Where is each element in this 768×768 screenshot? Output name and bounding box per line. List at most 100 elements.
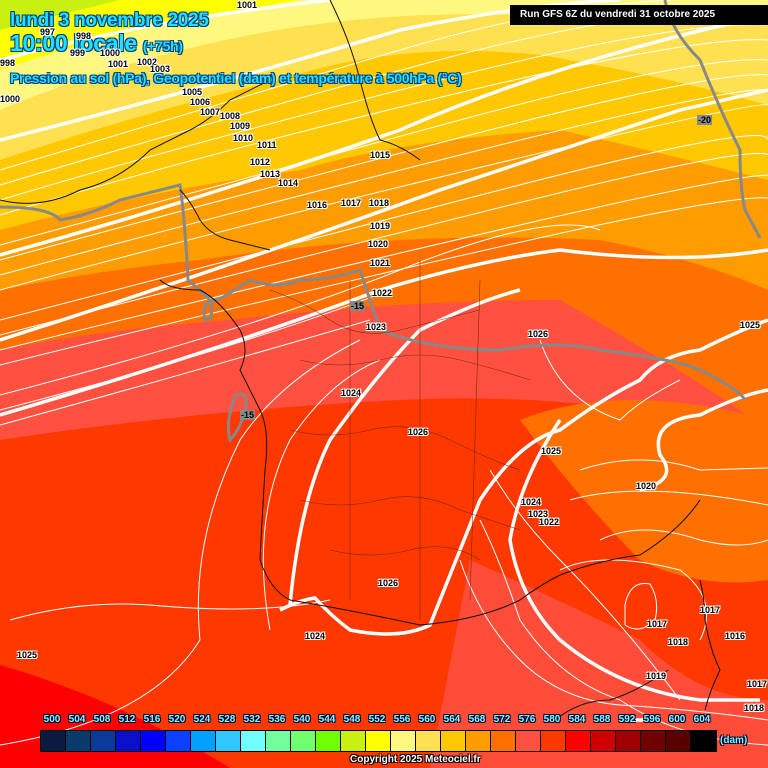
legend-tick: 588 — [593, 714, 611, 725]
forecast-date: lundi 3 novembre 2025 — [10, 10, 209, 31]
legend-swatch — [591, 731, 616, 751]
legend-tick: 552 — [368, 714, 386, 725]
legend-swatch — [91, 731, 116, 751]
legend-swatch — [116, 731, 141, 751]
pressure-label: 1001 — [237, 0, 258, 10]
legend-tick: 512 — [118, 714, 136, 725]
pressure-label: 1011 — [257, 140, 277, 150]
pressure-label: 1017 — [747, 679, 768, 689]
pressure-label: 1024 — [341, 388, 362, 398]
legend-swatch — [216, 731, 241, 751]
legend-tick: 524 — [193, 714, 211, 725]
legend-color-bar — [40, 730, 717, 752]
pressure-label: 1001 — [108, 59, 129, 69]
legend-swatch — [616, 731, 641, 751]
pressure-label: 1026 — [378, 578, 399, 588]
legend-tick: 568 — [468, 714, 486, 725]
pressure-label: 1017 — [700, 605, 721, 615]
pressure-label: 1018 — [744, 703, 765, 713]
legend-tick: 604 — [693, 714, 711, 725]
pressure-label: 1020 — [636, 481, 657, 491]
pressure-label: 1003 — [150, 64, 171, 74]
legend-swatch — [141, 731, 166, 751]
legend-tick: 516 — [143, 714, 161, 725]
legend-swatch — [491, 731, 516, 751]
legend-tick: 596 — [643, 714, 661, 725]
pressure-label: 1025 — [740, 320, 761, 330]
legend-swatch — [291, 731, 316, 751]
temperature-label: -15 — [350, 301, 366, 311]
pressure-label: 1008 — [220, 111, 241, 121]
pressure-label: 998 — [0, 58, 16, 68]
temperature-label: -15 — [240, 410, 256, 420]
pressure-label: 1026 — [408, 427, 429, 437]
legend-swatch — [666, 731, 691, 751]
pressure-label: 1023 — [366, 322, 387, 332]
legend-tick: 536 — [268, 714, 286, 725]
legend-tick: 504 — [68, 714, 86, 725]
legend-tick: 528 — [218, 714, 236, 725]
forecast-time: 10:00 locale (+75h) — [10, 30, 183, 57]
legend-unit: (dam) — [720, 735, 748, 746]
pressure-label: 1021 — [370, 258, 391, 268]
legend-tick: 576 — [518, 714, 536, 725]
pressure-label: 1012 — [250, 157, 271, 167]
pressure-label: 1020 — [368, 239, 389, 249]
legend-tick: 520 — [168, 714, 186, 725]
pressure-label: 1017 — [341, 198, 362, 208]
legend-tick-labels: 500 504 508 512 516 520 524 528 532 536 540 544 548 5… — [40, 714, 740, 728]
pressure-label: 1006 — [190, 97, 211, 107]
pressure-label: 1005 — [182, 87, 203, 97]
legend-tick: 540 — [293, 714, 311, 725]
legend-tick: 600 — [668, 714, 686, 725]
legend-swatch — [316, 731, 341, 751]
legend-tick: 592 — [618, 714, 636, 725]
legend-swatch — [516, 731, 541, 751]
legend-swatch — [266, 731, 291, 751]
pressure-label: 1022 — [372, 288, 393, 298]
legend-swatch — [366, 731, 391, 751]
pressure-label: 1013 — [260, 169, 281, 179]
pressure-label: 1016 — [307, 200, 328, 210]
legend-tick: 500 — [43, 714, 61, 725]
pressure-label: 1015 — [370, 150, 391, 160]
forecast-local-time: 10:00 locale — [10, 30, 137, 56]
legend-swatch — [166, 731, 191, 751]
pressure-label: 1024 — [305, 631, 326, 641]
pressure-label: 1009 — [230, 121, 251, 131]
parameter-description: Pression au sol (hPa), Geopotentiel (dam… — [10, 70, 462, 86]
pressure-label: 1025 — [541, 446, 562, 456]
legend-swatch — [441, 731, 466, 751]
legend-swatch — [391, 731, 416, 751]
legend-tick: 560 — [418, 714, 436, 725]
pressure-label: 998 — [76, 31, 92, 41]
legend-tick: 572 — [493, 714, 511, 725]
pressure-label: 1016 — [725, 631, 746, 641]
pressure-label: 1017 — [647, 619, 668, 629]
legend-tick: 564 — [443, 714, 461, 725]
legend-tick: 544 — [318, 714, 336, 725]
legend-swatch — [466, 731, 491, 751]
legend-tick: 532 — [243, 714, 261, 725]
legend-tick: 508 — [93, 714, 111, 725]
legend-tick: 584 — [568, 714, 586, 725]
temperature-label: -20 — [697, 115, 713, 125]
legend-swatch — [41, 731, 66, 751]
pressure-label: 1010 — [233, 133, 254, 143]
pressure-label: 999 — [70, 48, 86, 58]
legend-swatch — [241, 731, 266, 751]
pressure-label: 1018 — [369, 198, 390, 208]
forecast-lead-time: (+75h) — [142, 38, 183, 54]
copyright-notice: Copyright 2025 Meteociel.fr — [350, 754, 481, 765]
pressure-label: 1000 — [100, 48, 121, 58]
pressure-label: 1019 — [370, 221, 391, 231]
legend-swatch — [341, 731, 366, 751]
legend-swatch — [66, 731, 91, 751]
pressure-label: 1026 — [528, 329, 549, 339]
run-info-box: Run GFS 6Z du vendredi 31 octobre 2025 — [510, 5, 768, 25]
pressure-label: 1024 — [521, 497, 542, 507]
pressure-label: 1022 — [539, 517, 560, 527]
legend-tick: 548 — [343, 714, 361, 725]
legend-tick: 556 — [393, 714, 411, 725]
